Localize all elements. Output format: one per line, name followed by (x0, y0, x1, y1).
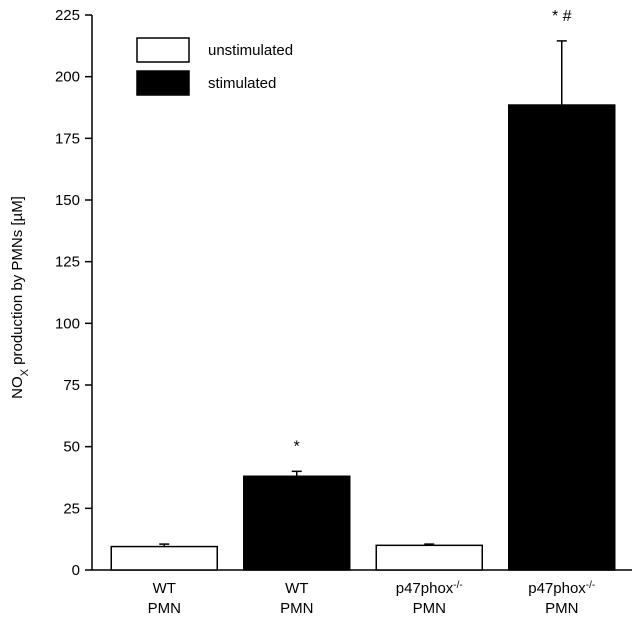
y-axis-label: NOX production by PMNs [µM] (9, 196, 31, 399)
significance-annotation: * # (552, 8, 572, 25)
y-axis-label-main: NO (9, 376, 26, 399)
legend-swatch-stimulated (136, 70, 190, 96)
bar-stimulated (508, 104, 616, 571)
y-tick-label: 175 (55, 130, 80, 147)
y-tick-label: 100 (55, 315, 80, 332)
significance-annotation: * (294, 438, 300, 455)
x-tick-labels: WT PMN WT PMN p47phox-/- PMN p47phox-/- PMN (148, 580, 596, 618)
y-tick-label: 125 (55, 254, 80, 271)
bars: * * # (110, 8, 616, 571)
y-tick-label: 0 (72, 562, 80, 579)
y-tick-label: 25 (63, 500, 80, 517)
x-tick-label: WT (285, 580, 308, 597)
x-tick-label: p47phox-/- (528, 580, 595, 598)
legend-swatch-unstimulated (136, 37, 190, 63)
x-tick-label: p47phox-/- (396, 580, 463, 598)
x-tick-label: PMN (413, 600, 446, 617)
y-tick-label: 50 (63, 439, 80, 456)
x-tick-label: WT (153, 580, 176, 597)
bar-unstimulated (110, 545, 218, 571)
y-tick-label: 150 (55, 192, 80, 209)
legend-label-unstimulated: unstimulated (208, 42, 293, 59)
bar-unstimulated (375, 544, 483, 571)
y-axis-label-rest: production by PMNs [µM] (9, 196, 26, 369)
legend: unstimulated stimulated (136, 37, 293, 96)
y-tick-label: 75 (63, 377, 80, 394)
bar-stimulated (243, 475, 351, 571)
x-tick-label: PMN (545, 600, 578, 617)
y-tick-label: 225 (55, 7, 80, 24)
x-tick-label: PMN (280, 600, 313, 617)
x-tick-label: PMN (148, 600, 181, 617)
legend-label-stimulated: stimulated (208, 75, 276, 92)
y-ticks: 0 25 50 75 100 125 150 175 200 225 (55, 7, 92, 579)
y-axis-label-subscript: X (19, 368, 31, 376)
y-tick-label: 200 (55, 69, 80, 86)
